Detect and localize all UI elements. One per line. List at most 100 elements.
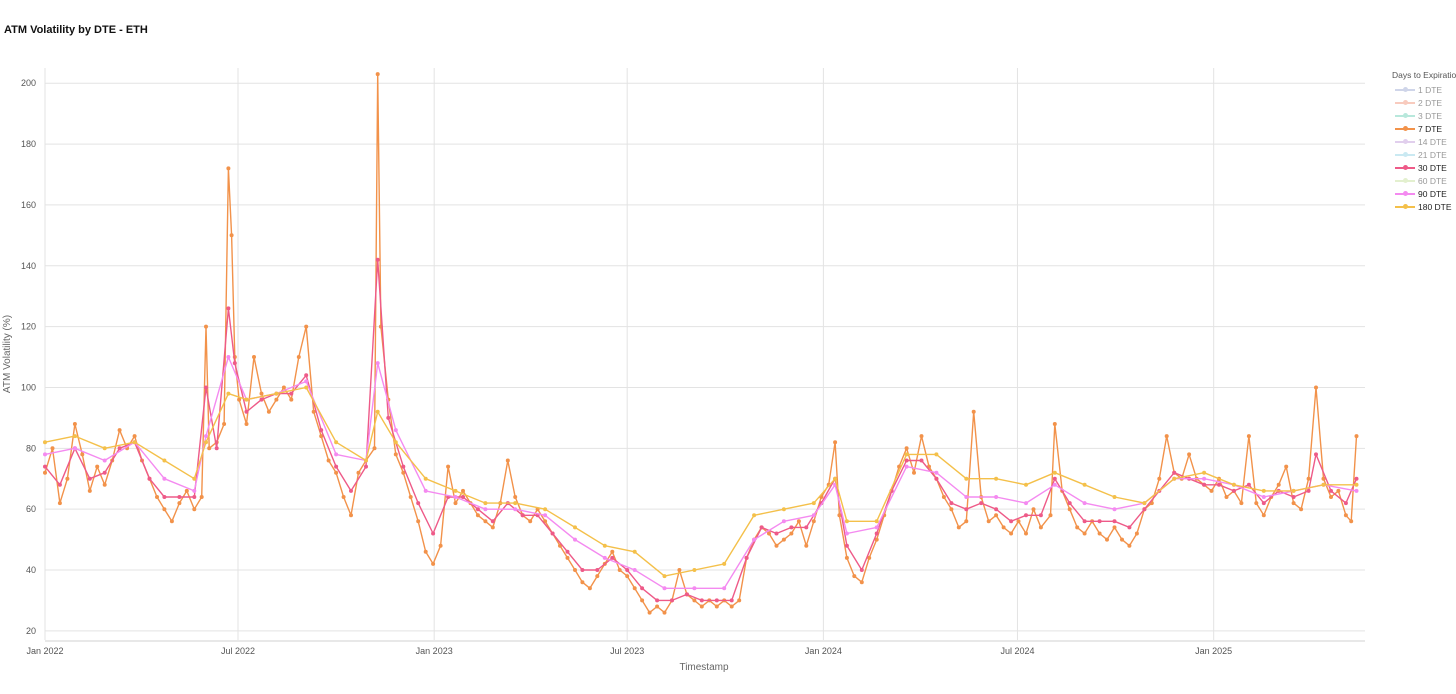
legend-item[interactable]: 30 DTE [1392, 161, 1456, 174]
data-point [595, 568, 600, 572]
data-point [102, 458, 107, 463]
data-point [1202, 482, 1207, 487]
legend-swatch [1395, 163, 1415, 173]
data-point [453, 501, 458, 506]
data-point [1187, 452, 1192, 457]
data-point [1261, 488, 1266, 493]
data-point [994, 495, 999, 499]
legend-item[interactable]: 1 DTE [1392, 83, 1456, 96]
legend-title: Days to Expiration [1392, 70, 1456, 80]
data-point [1354, 482, 1359, 487]
data-point [774, 531, 779, 536]
data-point [662, 574, 667, 579]
data-point [1224, 495, 1229, 499]
y-tick-label: 100 [21, 382, 36, 392]
legend-item[interactable]: 60 DTE [1392, 174, 1456, 187]
data-point [1052, 422, 1057, 426]
data-point [1134, 531, 1139, 536]
x-tick-label: Jan 2025 [1195, 646, 1232, 656]
data-point [986, 519, 991, 524]
data-point [744, 555, 749, 560]
legend-label: 90 DTE [1418, 188, 1447, 199]
data-point [956, 525, 961, 530]
data-point [781, 537, 786, 542]
legend-label: 7 DTE [1418, 123, 1443, 134]
legend-swatch [1395, 111, 1415, 121]
data-point [356, 470, 361, 475]
data-point [722, 586, 727, 591]
data-point [692, 568, 697, 572]
legend-item[interactable]: 7 DTE [1392, 122, 1456, 135]
data-point [490, 525, 495, 530]
legend-item[interactable]: 14 DTE [1392, 135, 1456, 148]
data-point [625, 574, 630, 579]
data-point [1024, 513, 1028, 518]
series-line [44, 259, 1358, 602]
data-point [102, 446, 107, 451]
data-point [237, 397, 242, 402]
data-point [1217, 482, 1221, 487]
data-point [72, 434, 77, 439]
legend-item[interactable]: 21 DTE [1392, 148, 1456, 161]
legend-item[interactable]: 90 DTE [1392, 187, 1456, 200]
data-point [162, 507, 167, 512]
data-point [147, 476, 152, 481]
legend-label: 2 DTE [1418, 97, 1443, 108]
legend-item[interactable]: 180 DTE [1392, 200, 1456, 213]
data-point [244, 422, 249, 426]
y-tick-label: 40 [26, 565, 36, 575]
data-point [573, 568, 577, 572]
data-point [204, 385, 208, 390]
data-point [274, 391, 279, 396]
legend-label: 3 DTE [1418, 110, 1443, 121]
data-point [752, 537, 757, 542]
data-point [640, 598, 645, 603]
legend-item[interactable]: 2 DTE [1392, 96, 1456, 109]
data-point [266, 409, 271, 414]
series-line [44, 73, 1358, 614]
data-point [684, 592, 689, 597]
data-point [244, 409, 249, 414]
data-point [1024, 482, 1028, 487]
data-point [296, 355, 301, 359]
legend-item[interactable]: 3 DTE [1392, 109, 1456, 122]
data-point [949, 507, 954, 512]
data-point [971, 409, 976, 414]
data-point [226, 355, 231, 359]
data-point [714, 604, 719, 609]
series-90-dte [43, 355, 1359, 591]
data-point [844, 555, 849, 560]
data-point [446, 464, 451, 469]
data-point [874, 531, 879, 536]
data-point [964, 507, 969, 512]
data-point [573, 525, 577, 530]
data-point [1009, 531, 1014, 536]
data-point [341, 495, 346, 499]
data-point [617, 568, 622, 572]
series-7-dte [43, 72, 1359, 615]
data-point [844, 531, 849, 536]
data-point [625, 568, 630, 572]
data-point [1082, 501, 1087, 506]
data-point [844, 519, 849, 524]
data-point [311, 409, 316, 414]
data-point [177, 501, 182, 506]
series-180-dte [43, 385, 1359, 579]
x-axis-label: Timestamp [679, 662, 729, 673]
data-point [252, 355, 256, 359]
data-point [431, 531, 436, 536]
data-point [43, 440, 47, 445]
series-layer [43, 72, 1359, 615]
data-point [1291, 495, 1296, 499]
data-point [1231, 488, 1236, 493]
data-point [852, 574, 857, 579]
data-point [513, 495, 518, 499]
data-point [964, 476, 969, 481]
data-point [132, 434, 137, 439]
data-point [602, 555, 607, 560]
data-point [602, 543, 607, 548]
data-point [837, 513, 842, 518]
data-point [573, 537, 577, 542]
data-point [349, 488, 353, 493]
data-point [994, 513, 999, 518]
